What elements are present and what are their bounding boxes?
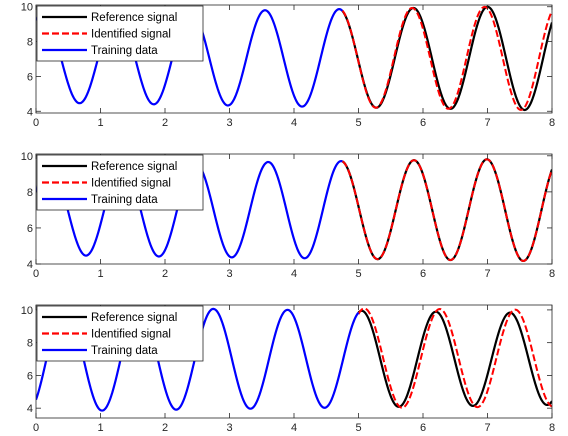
series-identified-signal-line [341, 158, 552, 262]
x-tick-label: 1 [97, 268, 103, 280]
x-tick-label: 0 [33, 422, 39, 434]
chart-panel-3: 0 1 2 3 4 5 6 7 8 4 6 8 10 Reference signal Identified… [21, 304, 555, 434]
y-tick-label: 6 [27, 71, 33, 83]
x-tick-label: 6 [420, 268, 426, 280]
chart-panel-2: 0 1 2 3 4 5 6 7 8 4 6 8 10 Reference signal Identified… [21, 151, 555, 280]
x-tick-label: 2 [162, 422, 168, 434]
y-tick-label: 8 [27, 338, 33, 350]
series-reference-signal-line [357, 309, 552, 408]
x-tick-label: 8 [549, 422, 555, 434]
x-tick-label: 8 [549, 117, 555, 129]
y-tick-label: 10 [21, 305, 33, 317]
x-tick-label: 5 [355, 422, 361, 434]
chart-panel-1: 0 1 2 3 4 5 6 7 8 4 6 8 10 Reference signal Identified… [21, 2, 555, 129]
series-reference-signal-line [341, 5, 552, 112]
y-tick-label: 10 [21, 2, 33, 14]
y-tick-label: 10 [21, 151, 33, 163]
y-tick-label: 4 [27, 106, 33, 118]
legend: Reference signal Identified signal Trainin… [36, 5, 204, 62]
x-tick-label: 1 [97, 117, 103, 129]
x-tick-label: 4 [291, 422, 297, 434]
y-tick-label: 4 [27, 259, 33, 271]
legend-label: Reference signal [91, 12, 177, 24]
x-tick-label: 7 [484, 422, 490, 434]
x-tick-label: 2 [162, 268, 168, 280]
x-tick-label: 4 [291, 117, 297, 129]
x-tick-label: 2 [162, 117, 168, 129]
x-tick-label: 8 [549, 268, 555, 280]
legend-label: Training data [91, 194, 158, 206]
y-tick-label: 6 [27, 370, 33, 382]
x-tick-label: 0 [33, 268, 39, 280]
x-tick-label: 5 [355, 268, 361, 280]
x-tick-label: 3 [226, 268, 232, 280]
legend-label: Reference signal [91, 312, 177, 324]
series-identified-signal-line [341, 5, 552, 111]
legend-label: Identified signal [91, 329, 171, 341]
series-identified-signal-line [357, 307, 552, 409]
legend-label: Training data [91, 45, 158, 57]
y-tick-label: 8 [27, 187, 33, 199]
legend-label: Identified signal [91, 29, 171, 41]
y-tick-label: 8 [27, 37, 33, 49]
legend-label: Training data [91, 345, 158, 357]
legend-label: Identified signal [91, 178, 171, 190]
x-tick-label: 3 [226, 422, 232, 434]
legend: Reference signal Identified signal Trainin… [36, 305, 204, 362]
x-tick-label: 0 [33, 117, 39, 129]
series-reference-signal-line [341, 158, 552, 263]
x-tick-label: 7 [484, 117, 490, 129]
y-tick-label: 4 [27, 403, 33, 415]
x-tick-label: 1 [97, 422, 103, 434]
x-tick-label: 7 [484, 268, 490, 280]
legend: Reference signal Identified signal Trainin… [36, 154, 204, 211]
y-tick-label: 6 [27, 223, 33, 235]
x-tick-label: 5 [355, 117, 361, 129]
x-tick-label: 4 [291, 268, 297, 280]
x-tick-label: 6 [420, 422, 426, 434]
x-tick-label: 3 [226, 117, 232, 129]
x-tick-label: 6 [420, 117, 426, 129]
legend-label: Reference signal [91, 161, 177, 173]
